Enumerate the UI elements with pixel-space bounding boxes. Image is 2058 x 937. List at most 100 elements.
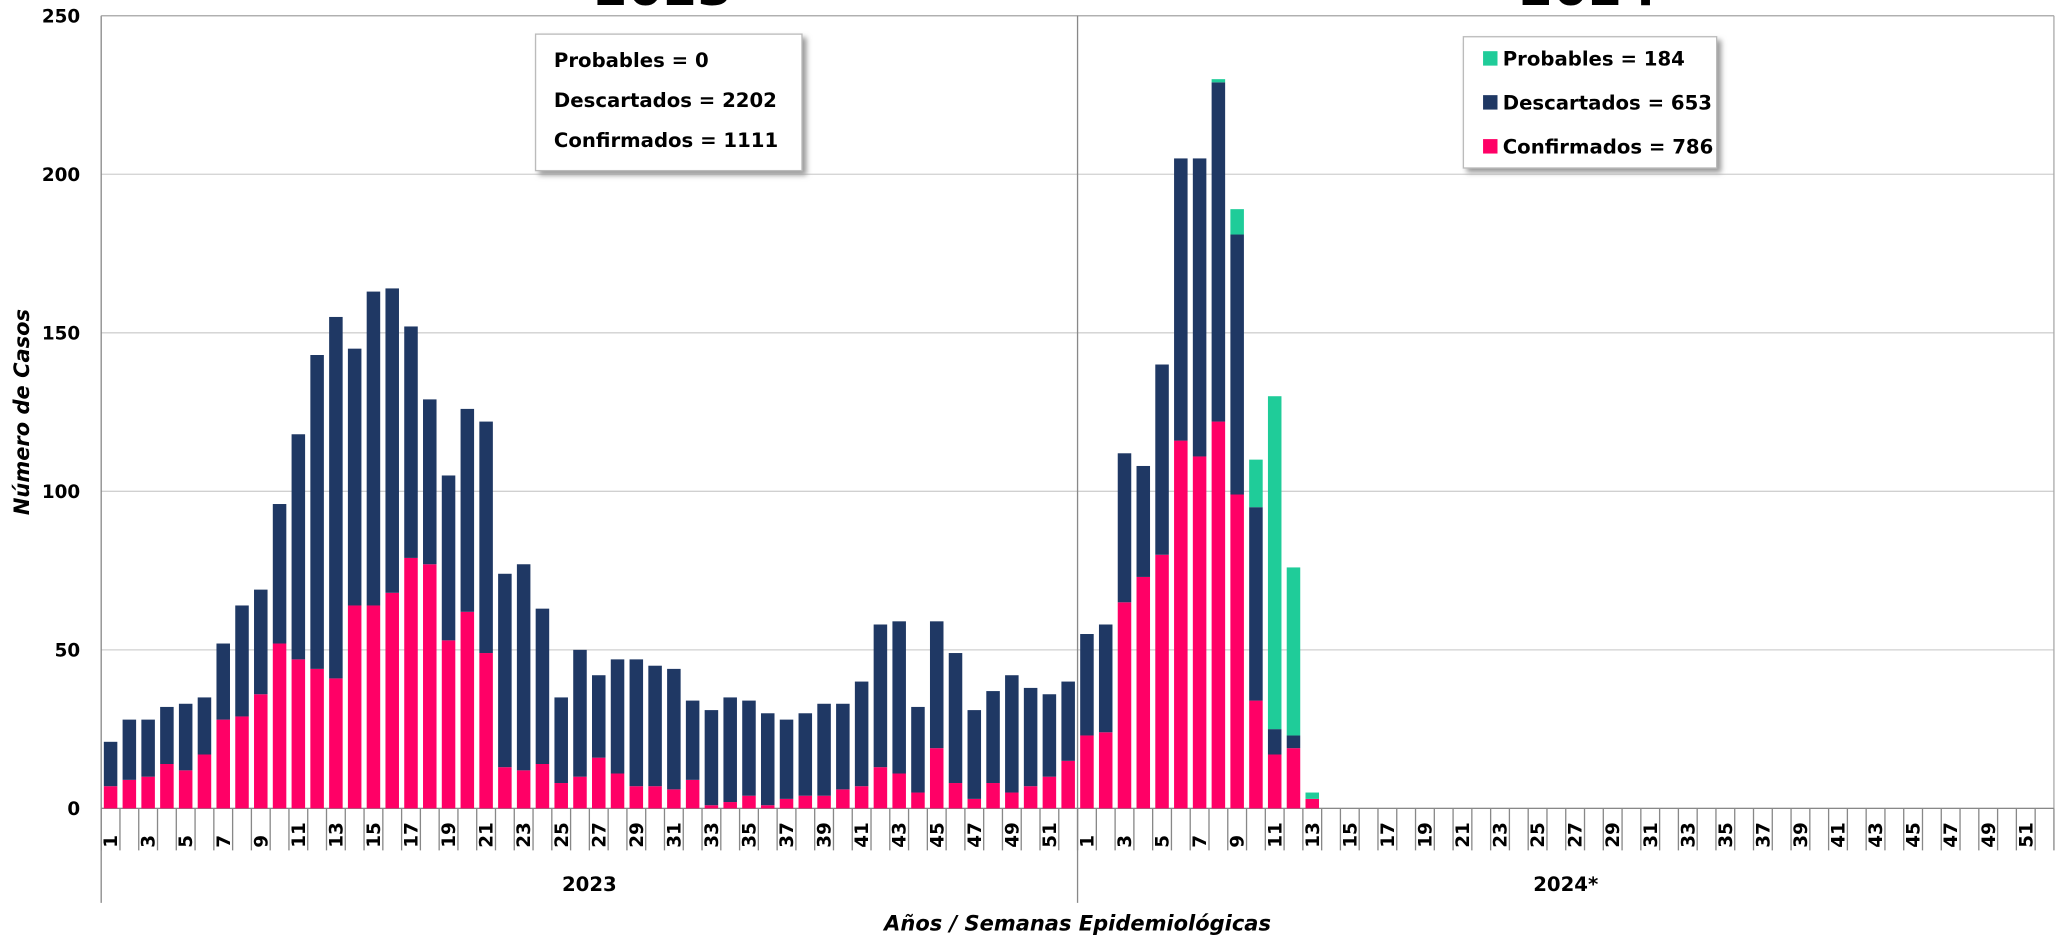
bar-segment	[554, 783, 568, 809]
x-tick-label: 35	[1716, 822, 1737, 848]
bar-segment	[629, 659, 644, 787]
x-tick-label: 35	[740, 822, 761, 848]
y-tick-label: 0	[67, 799, 80, 820]
legend-swatch	[1483, 51, 1498, 66]
bar-segment	[911, 706, 925, 793]
x-tick-label: 17	[1378, 822, 1399, 848]
bar-segment	[836, 789, 850, 809]
bar-segment	[685, 700, 700, 780]
bar-segment	[1023, 786, 1038, 809]
legend-swatch	[1483, 139, 1498, 154]
y-tick-label: 150	[42, 323, 80, 344]
bar-segment	[591, 757, 606, 809]
legend-box	[1462, 36, 1718, 169]
x-tick-label: 51	[2016, 822, 2037, 848]
bar-segment	[779, 798, 794, 809]
y-tick-label: 200	[42, 165, 80, 186]
bar-segment	[854, 681, 869, 787]
bar-segment	[404, 326, 418, 558]
bar-segment	[1136, 465, 1151, 577]
x-tick-label: 17	[402, 822, 423, 848]
bar-segment	[1267, 729, 1282, 755]
bar-segment	[141, 719, 155, 777]
bar-segment	[423, 399, 437, 565]
bar-segment	[873, 624, 888, 768]
bar-segment	[1155, 364, 1169, 555]
bar-segment	[216, 643, 230, 720]
bar-segment	[873, 767, 888, 809]
bar-segment	[385, 288, 399, 593]
bar-segment	[667, 789, 681, 809]
bar-segment	[610, 659, 625, 774]
y-tick-label: 100	[42, 482, 80, 503]
legend-label: Probables = 184	[1503, 48, 1685, 71]
group-label: 2024*	[1533, 873, 1598, 896]
bar-segment	[1286, 567, 1301, 736]
x-tick-label: 1	[101, 835, 122, 848]
x-tick-label: 3	[139, 835, 160, 848]
bar-segment	[1211, 82, 1226, 422]
x-tick-label: 27	[1566, 822, 1587, 848]
bar-segment	[1305, 792, 1320, 799]
bar-segment	[1230, 209, 1244, 235]
x-tick-label: 41	[1829, 822, 1850, 848]
bar-segment	[929, 748, 944, 809]
bar-segment	[535, 608, 550, 765]
bar-segment	[366, 291, 381, 606]
bar-segment	[1249, 459, 1263, 508]
bar-segment	[216, 719, 230, 809]
bar-segment	[742, 795, 756, 809]
bar-segment	[948, 653, 963, 784]
bar-segment	[967, 798, 982, 809]
bar-segment	[272, 504, 287, 644]
bar-segment	[498, 573, 512, 768]
bar-segment	[197, 697, 212, 755]
bar-segment	[1080, 735, 1094, 809]
bar-segment	[704, 805, 719, 809]
bar-segment	[591, 675, 606, 758]
bar-segment	[122, 719, 137, 780]
bar-segment	[1230, 494, 1244, 809]
bar-segment	[1174, 158, 1188, 441]
bar-segment	[254, 589, 268, 695]
x-tick-label: 43	[890, 822, 911, 848]
x-tick-label: 31	[1641, 822, 1662, 848]
bar-segment	[779, 719, 794, 799]
x-tick-label: 9	[1228, 835, 1249, 848]
bar-segment	[1042, 694, 1057, 777]
bar-segment	[1211, 79, 1226, 83]
x-tick-label: 5	[1153, 835, 1174, 848]
x-tick-label: 11	[1265, 822, 1286, 848]
bar-segment	[573, 776, 587, 809]
x-tick-label: 33	[702, 822, 723, 848]
bar-segment	[1267, 396, 1282, 730]
bar-segment	[516, 564, 531, 771]
x-tick-label: 3	[1115, 835, 1136, 848]
bar-segment	[1192, 456, 1207, 809]
bar-segment	[854, 786, 869, 809]
bar-segment	[723, 697, 737, 803]
bar-segment	[178, 703, 193, 771]
bar-segment	[1023, 687, 1038, 787]
bar-segment	[235, 716, 249, 809]
bar-segment	[986, 691, 1000, 784]
bar-segment	[798, 795, 813, 809]
bar-segment	[929, 621, 944, 749]
x-tick-label: 47	[965, 822, 986, 848]
bar-segment	[1098, 732, 1113, 809]
bar-segment	[817, 703, 831, 796]
bar-segment	[272, 643, 287, 809]
bar-segment	[667, 668, 681, 790]
bar-segment	[1249, 507, 1263, 701]
bar-segment	[1305, 798, 1320, 809]
x-tick-label: 31	[664, 822, 685, 848]
bar-segment	[1155, 554, 1169, 809]
x-tick-label: 15	[1340, 822, 1361, 848]
bar-segment	[460, 611, 475, 809]
x-axis-label: Años / Semanas Epidemiológicas	[882, 911, 1271, 935]
x-tick-label: 47	[1941, 822, 1962, 848]
annotation-text: Probables = 0	[554, 49, 709, 72]
bar-segment	[1098, 624, 1113, 733]
